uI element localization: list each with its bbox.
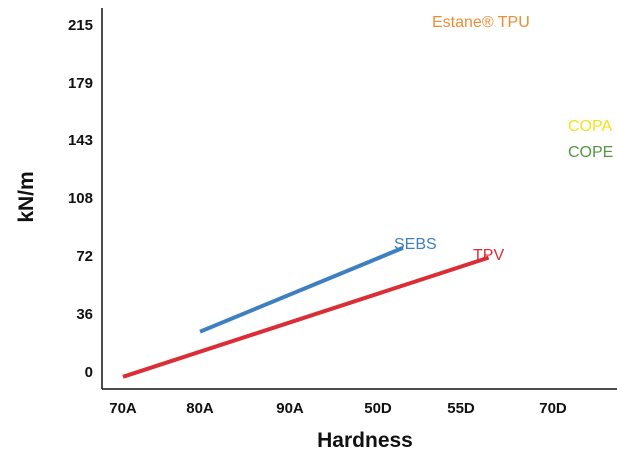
x-tick-label: 70D [539,400,567,417]
series-lines [122,246,490,379]
axes [101,8,617,390]
x-tick-label: 50D [364,400,392,417]
y-tick-labels: 0 36 72 108 143 179 215 [68,17,93,381]
y-tick-label: 143 [68,132,93,149]
series-label: COPA [568,118,612,135]
x-tick-label: 80A [186,400,214,417]
y-tick-label: 179 [68,75,93,92]
series-label: TPV [473,247,504,264]
series-labels: Estane® TPU COPA COPE SEBS TPV [394,14,613,264]
series-line [199,246,404,334]
y-tick-label: 0 [85,364,93,381]
x-tick-label: 55D [447,400,475,417]
y-tick-label: 215 [68,17,93,34]
x-tick-label: 90A [276,400,304,417]
series-line [122,255,490,379]
x-tick-labels: 70A 80A 90A 50D 55D 70D [109,400,567,417]
y-axis-title: kN/m [15,171,38,222]
series-label: SEBS [394,236,437,253]
y-tick-label: 108 [68,190,93,207]
y-tick-label: 72 [76,248,93,265]
y-tick-label: 36 [76,306,93,323]
series-label: COPE [568,144,613,161]
series-label: Estane® TPU [432,14,530,31]
x-axis-title: Hardness [317,429,413,450]
x-tick-label: 70A [109,400,137,417]
